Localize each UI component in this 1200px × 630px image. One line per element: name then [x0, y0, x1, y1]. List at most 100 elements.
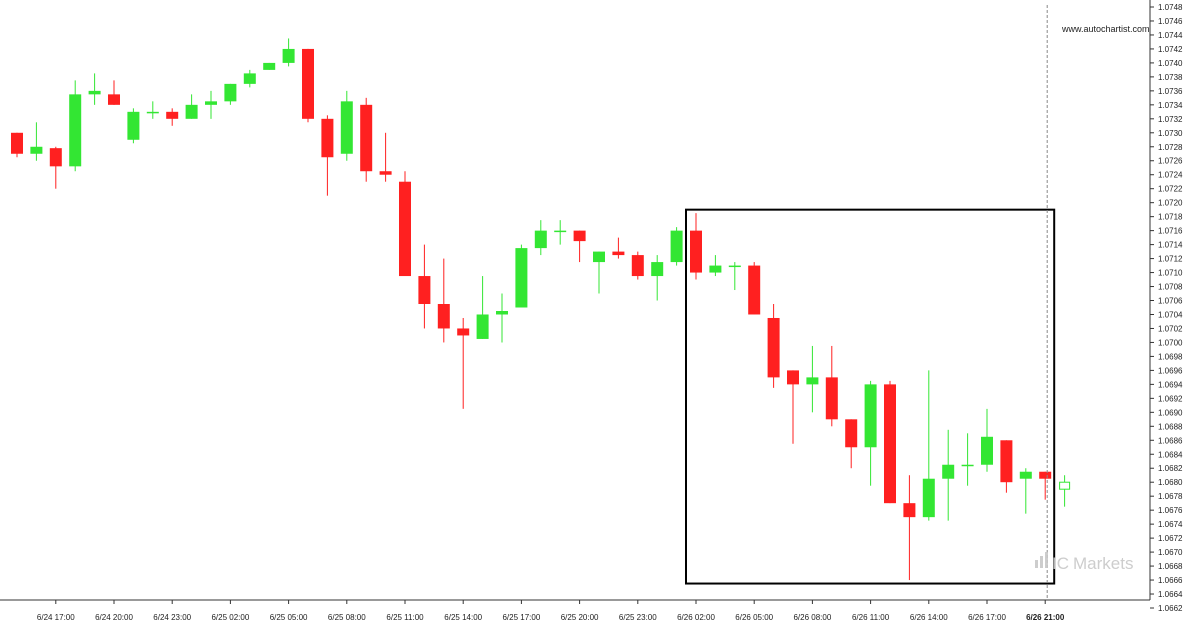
- candle-body: [573, 230, 586, 242]
- brand-markets-text: Markets: [1073, 554, 1133, 573]
- candle-body: [961, 464, 974, 467]
- candle-body: [360, 104, 373, 172]
- x-tick-label: 6/26 21:00: [1026, 613, 1065, 622]
- x-tick-label: 6/25 23:00: [619, 613, 657, 622]
- y-tick-label: 1.0742: [1158, 45, 1183, 54]
- candle-body: [185, 104, 198, 119]
- y-tick-label: 1.0724: [1158, 171, 1183, 180]
- y-tick-label: 1.0680: [1158, 478, 1183, 487]
- candle-body: [709, 265, 722, 273]
- x-axis-ticks: 6/24 17:00 6/24 20:00 6/24 23:00 6/25 02:00…: [37, 600, 1065, 622]
- y-tick-label: 1.0744: [1158, 31, 1183, 40]
- x-tick-label: 6/25 11:00: [386, 613, 424, 622]
- candle-body: [146, 111, 159, 114]
- candle-body: [49, 148, 62, 167]
- candle-body: [1039, 471, 1052, 479]
- y-tick-label: 1.0728: [1158, 143, 1183, 152]
- y-tick-label: 1.0682: [1158, 464, 1183, 473]
- candle-body: [11, 132, 23, 154]
- x-tick-label: 6/25 08:00: [328, 613, 366, 622]
- candle-body: [30, 146, 43, 154]
- y-tick-label: 1.0716: [1158, 227, 1183, 236]
- candle-body: [864, 384, 877, 448]
- candle-body: [515, 248, 528, 308]
- y-tick-label: 1.0694: [1158, 380, 1183, 389]
- y-tick-label: 1.0670: [1158, 548, 1183, 557]
- candle-body: [496, 310, 508, 315]
- candle-body: [728, 265, 741, 268]
- y-tick-label: 1.0726: [1158, 157, 1183, 166]
- candle-body: [418, 276, 431, 305]
- candle-body: [205, 101, 217, 105]
- y-tick-label: 1.0688: [1158, 422, 1183, 431]
- candle-body: [884, 384, 896, 504]
- candle-body: [282, 48, 295, 63]
- y-tick-label: 1.0684: [1158, 450, 1183, 459]
- site-watermark-label: www.autochartist.com: [1061, 24, 1150, 34]
- y-tick-label: 1.0736: [1158, 87, 1183, 96]
- x-tick-label: 6/26 02:00: [677, 613, 715, 622]
- x-tick-label: 6/26 08:00: [793, 613, 831, 622]
- candle-body: [263, 62, 276, 70]
- x-tick-label: 6/24 23:00: [153, 613, 191, 622]
- candle-body: [942, 464, 955, 479]
- candle-body: [554, 230, 567, 233]
- x-tick-label: 6/25 20:00: [561, 613, 599, 622]
- x-tick-label: 6/25 14:00: [444, 613, 482, 622]
- y-tick-label: 1.0664: [1158, 590, 1183, 599]
- x-tick-label: 6/25 05:00: [270, 613, 308, 622]
- candle-body: [845, 419, 858, 448]
- candle-body: [767, 317, 780, 378]
- candle-body: [690, 230, 702, 273]
- candle-body: [922, 478, 935, 518]
- y-tick-label: 1.0672: [1158, 534, 1183, 543]
- x-tick-label: 6/26 17:00: [968, 613, 1006, 622]
- candle-body: [748, 265, 761, 315]
- x-tick-label: 6/25 02:00: [211, 613, 249, 622]
- candle-body: [593, 251, 605, 263]
- candle-body: [166, 111, 179, 119]
- y-tick-label: 1.0702: [1158, 324, 1183, 333]
- x-tick-label: 6/25 17:00: [502, 613, 540, 622]
- candle-body: [457, 328, 470, 336]
- candle-body: [88, 90, 101, 95]
- candle-body: [224, 83, 237, 102]
- x-tick-label: 6/24 20:00: [95, 613, 133, 622]
- x-tick-label: 6/26 11:00: [852, 613, 890, 622]
- candle-body: [127, 111, 140, 140]
- y-tick-label: 1.0708: [1158, 283, 1183, 292]
- brand-bar-icon: [1045, 552, 1048, 568]
- candle-body: [787, 370, 799, 385]
- candle-body: [825, 377, 838, 420]
- y-tick-label: 1.0662: [1158, 604, 1183, 613]
- y-tick-label: 1.0690: [1158, 408, 1183, 417]
- y-tick-label: 1.0738: [1158, 73, 1183, 82]
- y-tick-label: 1.0712: [1158, 255, 1183, 264]
- y-tick-label: 1.0746: [1158, 17, 1183, 26]
- y-tick-label: 1.0678: [1158, 492, 1183, 501]
- candle-body: [806, 377, 819, 385]
- y-tick-label: 1.0730: [1158, 129, 1183, 138]
- y-tick-label: 1.0740: [1158, 59, 1183, 68]
- candle-body: [1019, 471, 1032, 479]
- y-tick-label: 1.0732: [1158, 115, 1183, 124]
- candle-body: [379, 171, 392, 175]
- x-tick-label: 6/26 05:00: [735, 613, 773, 622]
- y-tick-label: 1.0696: [1158, 366, 1183, 375]
- candle-body: [903, 503, 916, 518]
- pattern-highlight-box: [685, 208, 1056, 585]
- y-tick-label: 1.0674: [1158, 520, 1183, 529]
- y-tick-label: 1.0714: [1158, 241, 1183, 250]
- candle-body: [476, 314, 489, 339]
- y-tick-label: 1.0666: [1158, 576, 1183, 585]
- y-tick-label: 1.0706: [1158, 297, 1183, 306]
- candle-body: [243, 73, 256, 84]
- y-tick-label: 1.0698: [1158, 352, 1183, 361]
- x-tick-label: 6/24 17:00: [37, 613, 75, 622]
- highlight-box-layer: [685, 208, 1056, 585]
- candles-layer: [11, 38, 1071, 581]
- candle-body: [534, 230, 547, 249]
- candle-body: [437, 304, 450, 329]
- y-tick-label: 1.0722: [1158, 185, 1183, 194]
